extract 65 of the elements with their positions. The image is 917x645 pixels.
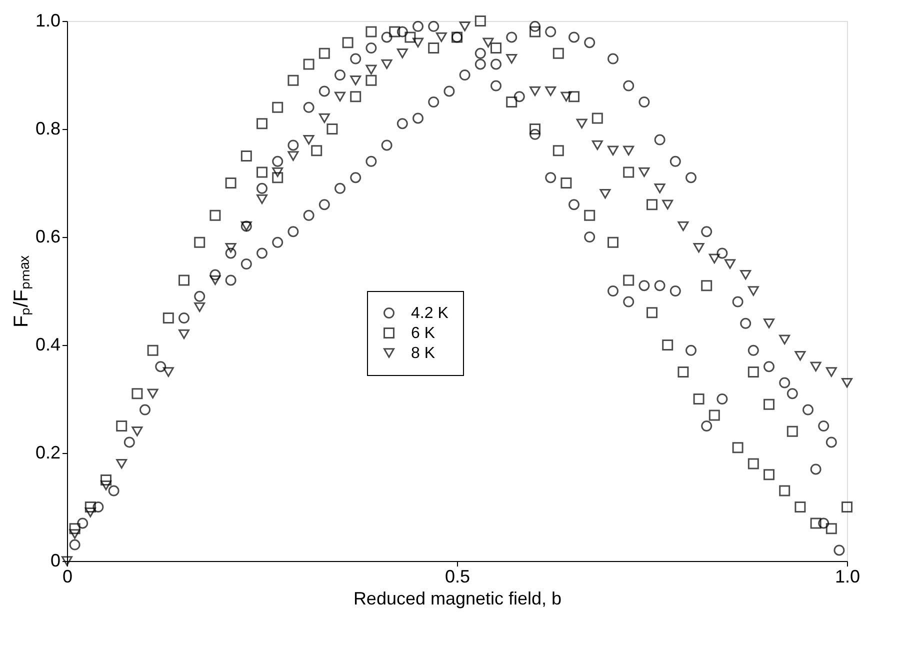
x-tick-label: 0.5 (444, 566, 470, 586)
point (545, 86, 556, 96)
point (381, 59, 392, 70)
point (724, 259, 736, 269)
point (436, 32, 447, 42)
point (764, 318, 774, 328)
point (62, 556, 72, 566)
legend-label: 8 K (411, 345, 436, 362)
point (288, 151, 299, 161)
point (826, 367, 837, 377)
point (600, 188, 611, 199)
point (482, 38, 494, 48)
point (194, 302, 206, 312)
point (779, 334, 790, 344)
point (560, 92, 572, 102)
legend-label: 4.2 K (411, 305, 449, 322)
point (147, 388, 158, 398)
x-tick-label: 0 (62, 566, 73, 586)
y-tick-label: 0.2 (35, 442, 60, 462)
point (748, 286, 759, 296)
point (794, 350, 806, 361)
point (530, 86, 540, 96)
point (459, 22, 470, 32)
point (116, 458, 128, 469)
y-tick-label: 0 (50, 550, 60, 570)
point (842, 378, 852, 388)
point (256, 194, 268, 204)
point (608, 146, 618, 156)
point (240, 221, 252, 232)
point (210, 275, 221, 286)
point (272, 167, 284, 178)
x-axis-title: Reduced magnetic field, b (353, 588, 562, 608)
point (396, 48, 408, 58)
point (693, 242, 704, 253)
point (69, 529, 80, 539)
point (662, 200, 674, 210)
y-tick-label: 0.4 (35, 334, 60, 354)
point (623, 146, 634, 156)
point (162, 367, 174, 377)
point (178, 329, 190, 340)
point (84, 508, 96, 518)
y-tick-label: 1.0 (35, 10, 60, 30)
y-tick-label: 0.8 (35, 118, 60, 138)
point (132, 426, 143, 436)
y-tick-label: 0.6 (35, 226, 60, 246)
point (318, 113, 330, 124)
point (100, 480, 112, 490)
point (412, 38, 424, 48)
point (303, 134, 314, 145)
point (592, 140, 603, 150)
point (810, 362, 822, 372)
x-tick-label: 1.0 (834, 566, 860, 586)
point (334, 92, 346, 102)
point (708, 254, 720, 264)
point (576, 118, 588, 128)
point (350, 76, 362, 86)
legend-label: 6 K (411, 325, 436, 342)
point (654, 184, 666, 194)
point (225, 242, 236, 253)
point (678, 221, 689, 232)
point (506, 54, 518, 64)
point (366, 64, 377, 74)
point (638, 167, 650, 178)
y-axis-title: Fₚ/Fₚₘₐₓ (10, 255, 32, 328)
point (740, 270, 752, 280)
